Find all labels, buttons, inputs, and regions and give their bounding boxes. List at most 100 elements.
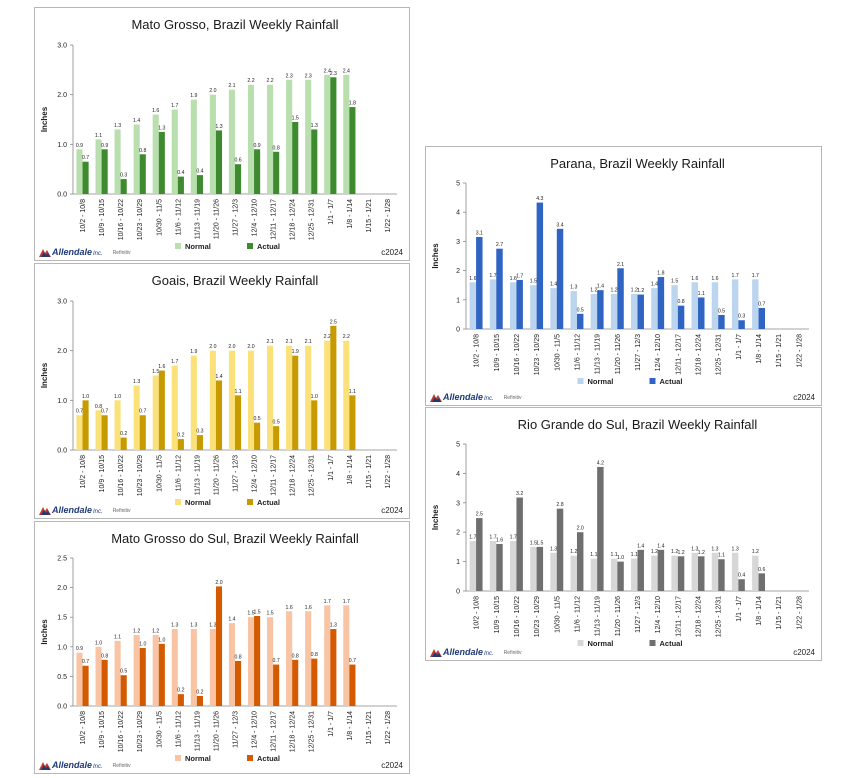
x-tick-label: 11/6 - 11/12 bbox=[175, 455, 182, 491]
bar-actual-6 bbox=[177, 439, 184, 450]
x-tick-label: 12/11 - 12/17 bbox=[271, 199, 278, 240]
data-label-normal-8: 1.1 bbox=[610, 552, 617, 558]
data-label-actual-1: 2.5 bbox=[476, 512, 483, 518]
bar-actual-13 bbox=[311, 400, 318, 450]
y-tick-label: 0 bbox=[456, 327, 460, 334]
bar-actual-10 bbox=[254, 422, 261, 450]
y-axis-label: Inches bbox=[431, 504, 440, 530]
data-label-actual-13: 0.5 bbox=[718, 308, 725, 314]
x-tick-label: 12/18 - 12/24 bbox=[696, 334, 703, 375]
chart-title: Mato Grosso, Brazil Weekly Rainfall bbox=[131, 17, 338, 32]
data-label-normal-5: 1.6 bbox=[152, 108, 159, 114]
x-tick-label: 1/1 - 1/7 bbox=[328, 199, 335, 225]
data-label-normal-4: 1.5 bbox=[530, 540, 537, 546]
data-label-actual-2: 0.9 bbox=[101, 143, 108, 149]
data-label-normal-2: 0.8 bbox=[95, 404, 102, 410]
bar-actual-14 bbox=[330, 77, 337, 194]
bar-actual-12 bbox=[698, 556, 705, 591]
data-label-actual-13: 0.8 bbox=[311, 652, 318, 658]
bar-normal-15 bbox=[752, 555, 759, 591]
data-label-actual-8: 1.4 bbox=[215, 374, 222, 380]
x-tick-label: 11/20 - 11/26 bbox=[213, 711, 220, 751]
bar-actual-8 bbox=[617, 561, 624, 591]
data-label-normal-11: 1.5 bbox=[671, 279, 678, 285]
legend-swatch-actual bbox=[247, 499, 253, 505]
data-label-normal-5: 1.5 bbox=[152, 369, 159, 375]
y-tick-label: 1.5 bbox=[57, 615, 67, 622]
data-label-actual-14: 0.3 bbox=[738, 314, 745, 320]
bar-actual-14 bbox=[738, 579, 745, 591]
bar-actual-2 bbox=[101, 415, 108, 450]
bar-actual-11 bbox=[677, 305, 685, 329]
bar-actual-11 bbox=[273, 151, 280, 194]
x-tick-label: 11/6 - 11/12 bbox=[574, 596, 581, 632]
data-label-actual-15: 1.1 bbox=[349, 389, 356, 395]
x-tick-label: 10/2 - 10/8 bbox=[474, 334, 481, 368]
x-tick-label: 12/11 - 12/17 bbox=[271, 455, 278, 496]
data-label-actual-6: 2.0 bbox=[577, 526, 584, 532]
bar-actual-8 bbox=[215, 380, 223, 450]
data-label-normal-6: 1.7 bbox=[171, 103, 178, 109]
data-label-actual-12: 1.1 bbox=[698, 291, 705, 297]
bar-normal-2 bbox=[489, 541, 497, 591]
x-tick-label: 1/1 - 1/7 bbox=[736, 596, 743, 622]
bar-actual-13 bbox=[718, 559, 725, 591]
bar-normal-8 bbox=[610, 558, 618, 591]
bar-normal-15 bbox=[343, 340, 350, 450]
chart-panel-mato-grosso-do-sul: Mato Grosso do Sul, Brazil Weekly Rainfa… bbox=[34, 521, 410, 774]
x-tick-label: 1/22 - 1/28 bbox=[796, 596, 803, 630]
x-tick-label: 12/4 - 12/10 bbox=[252, 199, 259, 236]
bar-actual-9 bbox=[235, 164, 242, 194]
chart-parana: Parana, Brazil Weekly Rainfall Inches 0 1 2 3… bbox=[431, 156, 809, 386]
data-label-normal-5: 1.2 bbox=[152, 628, 159, 634]
bar-normal-8 bbox=[209, 350, 216, 450]
bar-actual-15 bbox=[349, 395, 356, 450]
y-tick-label: 0.5 bbox=[57, 674, 67, 681]
x-tick-label: 12/25 - 12/31 bbox=[309, 455, 316, 496]
allendale-mountain-icon bbox=[39, 247, 51, 257]
x-tick-label: 10/23 - 10/29 bbox=[137, 199, 144, 240]
data-label-actual-11: 0.8 bbox=[677, 299, 684, 305]
data-label-actual-5: 2.8 bbox=[556, 502, 563, 508]
bar-normal-7 bbox=[190, 99, 197, 194]
data-label-actual-7: 0.3 bbox=[196, 429, 203, 435]
data-label-actual-11: 0.7 bbox=[273, 658, 280, 664]
bar-actual-6 bbox=[576, 313, 584, 329]
chart-rio-grande-do-sul: Rio Grande do Sul, Brazil Weekly Rainfal… bbox=[431, 417, 809, 648]
bar-normal-1 bbox=[76, 149, 83, 194]
legend-swatch-normal bbox=[577, 640, 584, 646]
bar-actual-1 bbox=[476, 518, 483, 591]
data-label-actual-5: 1.6 bbox=[158, 364, 165, 370]
data-label-actual-9: 1.1 bbox=[234, 389, 241, 395]
brand-name: Allendale bbox=[52, 505, 93, 515]
data-label-actual-9: 1.4 bbox=[637, 543, 644, 549]
brand-suffix: Inc. bbox=[484, 396, 494, 402]
allendale-mountain-icon bbox=[39, 760, 51, 770]
bar-actual-8 bbox=[617, 268, 624, 329]
data-label-normal-15: 1.7 bbox=[343, 599, 350, 605]
data-label-normal-10: 1.5 bbox=[247, 611, 254, 617]
y-axis-label: Inches bbox=[40, 619, 49, 645]
legend-swatch-actual bbox=[649, 640, 656, 646]
bar-normal-5 bbox=[550, 552, 557, 591]
bar-normal-4 bbox=[133, 385, 140, 450]
bar-normal-1 bbox=[469, 282, 477, 329]
bar-actual-10 bbox=[657, 549, 665, 591]
bar-actual-4 bbox=[536, 202, 544, 329]
legend-label-normal: Normal bbox=[185, 498, 211, 507]
data-label-actual-10: 1.8 bbox=[657, 271, 664, 277]
data-label-actual-11: 1.2 bbox=[677, 550, 684, 556]
bar-normal-6 bbox=[171, 629, 178, 706]
y-tick-label: 3.0 bbox=[57, 43, 67, 50]
bar-normal-2 bbox=[95, 646, 102, 706]
bar-normal-12 bbox=[286, 611, 293, 706]
brand-name: Allendale bbox=[443, 647, 484, 657]
data-label-normal-2: 1.1 bbox=[95, 133, 102, 139]
data-label-normal-13: 2.3 bbox=[305, 73, 312, 79]
x-tick-label: 10/16 - 10/22 bbox=[118, 455, 125, 496]
bar-normal-5 bbox=[152, 375, 159, 450]
bar-actual-1 bbox=[82, 665, 89, 706]
data-label-actual-15: 0.6 bbox=[758, 567, 765, 573]
bar-normal-4 bbox=[530, 285, 537, 329]
data-label-actual-3: 0.5 bbox=[120, 669, 127, 675]
